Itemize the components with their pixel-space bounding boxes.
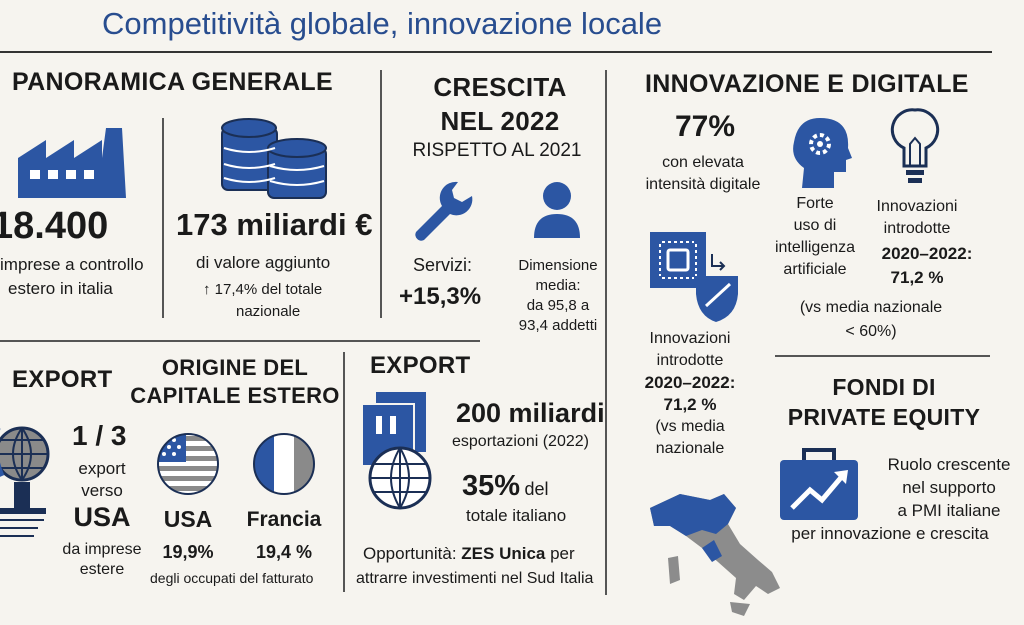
fondi-lines: Ruolo crescente nel supporto a PMI itali… xyxy=(791,455,1011,543)
export-mid-value: 200 miliardi xyxy=(456,398,605,428)
crescita-heading: CRESCITA NEL 2022 xyxy=(433,72,567,136)
valore-label: di valore aggiunto xyxy=(196,253,331,272)
origine-usa-label: USA xyxy=(163,506,213,532)
valore-sub2: nazionale xyxy=(236,303,301,320)
wrench-icon xyxy=(415,181,473,241)
fondi-heading: FONDI DI PRIVATE EQUITY xyxy=(787,374,981,430)
origine-fra-label: Francia xyxy=(246,508,322,531)
factory-icon xyxy=(18,128,126,198)
imprese-label: imprese a controllo estero in italia xyxy=(0,255,144,298)
export-left-heading: EXPORT xyxy=(12,366,113,393)
export-mid-heading: EXPORT xyxy=(370,352,471,379)
export-left-lines: export verso xyxy=(78,459,126,500)
divider xyxy=(0,340,480,342)
innovazione-heading: INNOVAZIONE E DIGITALE xyxy=(645,70,969,98)
origine-heading: ORIGINE DEL CAPITALE ESTERO xyxy=(130,355,340,408)
origine-footnote: degli occupati del fatturato xyxy=(150,570,314,586)
crescita-subheading: RISPETTO AL 2021 xyxy=(412,140,582,161)
valore-sub: ↑ 17,4% del totale xyxy=(203,281,323,298)
imprese-value: 18.400 xyxy=(0,205,109,247)
innov-vs: (vs media nazionale < 60%) xyxy=(799,299,943,340)
origine-usa-value: 19,9% xyxy=(162,542,214,562)
document-globe-icon xyxy=(361,392,432,510)
servizi-label: Servizi: xyxy=(413,255,473,275)
innov2-label: Innovazioni introdotte 2020–2022: 71,2 %… xyxy=(644,330,736,457)
panoramica-heading: PANORAMICA GENERALE xyxy=(12,68,333,96)
export-left-value: 1 / 3 xyxy=(72,420,127,451)
usa-flag-icon xyxy=(157,433,219,495)
person-icon xyxy=(534,182,580,238)
title-divider xyxy=(0,51,992,53)
export-mid-opp-line2: attrarre investimenti nel Sud Italia xyxy=(356,570,594,587)
digital-pct: 77% xyxy=(675,110,736,143)
divider xyxy=(605,70,607,595)
dimensione-label: Dimensione media: da 95,8 a 93,4 addetti xyxy=(518,257,598,334)
export-left-tail: da imprese estere xyxy=(62,541,142,578)
divider xyxy=(775,355,990,357)
globe-icon xyxy=(0,426,50,537)
france-flag-icon xyxy=(253,433,315,495)
innov-label: Innovazioni introdotte xyxy=(876,198,958,237)
export-mid-pct-label: totale italiano xyxy=(466,506,567,525)
divider xyxy=(162,118,164,318)
valore-value: 173 miliardi € xyxy=(176,207,373,242)
ai-head-icon xyxy=(793,118,852,188)
lightbulb-icon xyxy=(890,108,940,183)
export-mid-pct-row: 35% del xyxy=(462,470,549,503)
export-mid-value-label: esportazioni (2022) xyxy=(452,433,589,450)
innov-years: 2020–2022: xyxy=(881,244,973,263)
coins-icon xyxy=(221,118,327,199)
chip-shield-icon xyxy=(650,232,738,322)
ai-label: Forte uso di intelligenza artificiale xyxy=(774,195,856,278)
export-mid-opp: Opportunità: ZES Unica per xyxy=(363,544,575,563)
origine-fra-value: 19,4 % xyxy=(255,542,313,562)
servizi-value: +15,3% xyxy=(399,283,482,310)
divider xyxy=(343,352,345,592)
page-title: Competitività globale, innovazione local… xyxy=(102,6,663,41)
digital-label: con elevata intensità digitale xyxy=(645,154,761,193)
export-mid-pct-word: del xyxy=(524,479,549,499)
briefcase-growth-icon xyxy=(780,448,858,520)
export-left-usa: USA xyxy=(73,502,131,532)
italy-map-icon xyxy=(650,494,780,616)
export-mid-pct: 35% xyxy=(462,470,521,502)
innov-value: 71,2 % xyxy=(890,268,944,287)
divider xyxy=(380,70,382,318)
